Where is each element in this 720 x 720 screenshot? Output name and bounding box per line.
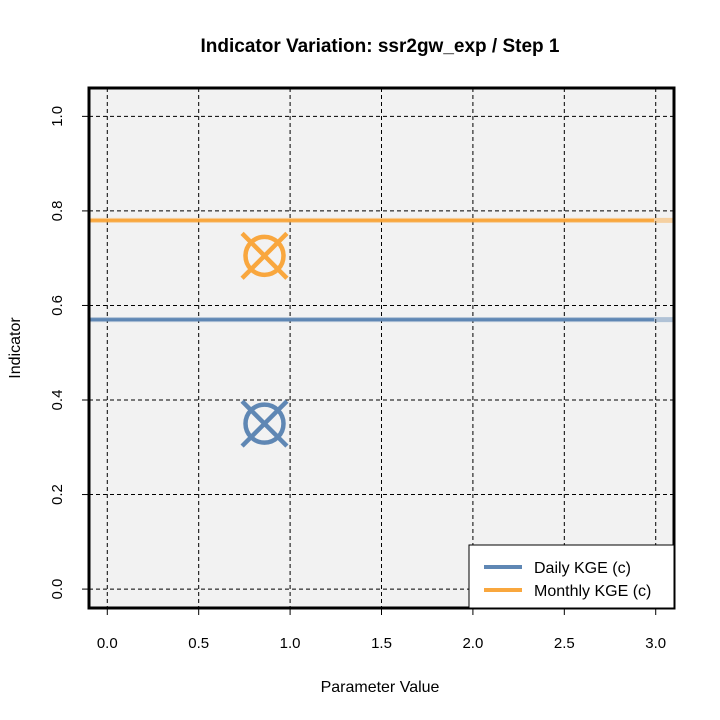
x-axis-label: Parameter Value (321, 679, 440, 696)
x-tick-label: 1.0 (280, 635, 301, 652)
x-tick-label: 0.5 (188, 635, 209, 652)
x-axis: 0.0 0.5 1.0 1.5 2.0 2.5 3.0 (97, 608, 666, 652)
x-tick-label: 2.0 (462, 635, 483, 652)
y-tick-label: 0.6 (49, 295, 66, 316)
x-tick-label: 3.0 (645, 635, 666, 652)
x-tick-label: 1.5 (371, 635, 392, 652)
y-tick-label: 0.2 (49, 484, 66, 505)
series-marker-daily-kge-c (240, 399, 289, 448)
y-axis: 0.0 0.2 0.4 0.6 0.8 1.0 (49, 106, 89, 600)
series-layer (89, 217, 674, 448)
x-tick-label: 0.0 (97, 635, 118, 652)
legend-label-daily-kge: Daily KGE (c) (534, 560, 631, 577)
legend-box (468, 544, 675, 609)
chart-title: Indicator Variation: ssr2gw_exp / Step 1 (200, 36, 559, 57)
x-tick-label: 2.5 (554, 635, 575, 652)
y-tick-label: 0.8 (49, 200, 66, 221)
y-tick-label: 0.4 (49, 390, 66, 411)
legend: Daily KGE (c) Monthly KGE (c) (468, 544, 675, 609)
y-tick-label: 0.0 (49, 579, 66, 600)
legend-label-monthly-kge: Monthly KGE (c) (534, 583, 651, 600)
y-axis-label: Indicator (7, 317, 24, 379)
series-marker-monthly-kge-c (240, 231, 289, 280)
y-tick-label: 1.0 (49, 106, 66, 127)
grid (89, 88, 674, 608)
